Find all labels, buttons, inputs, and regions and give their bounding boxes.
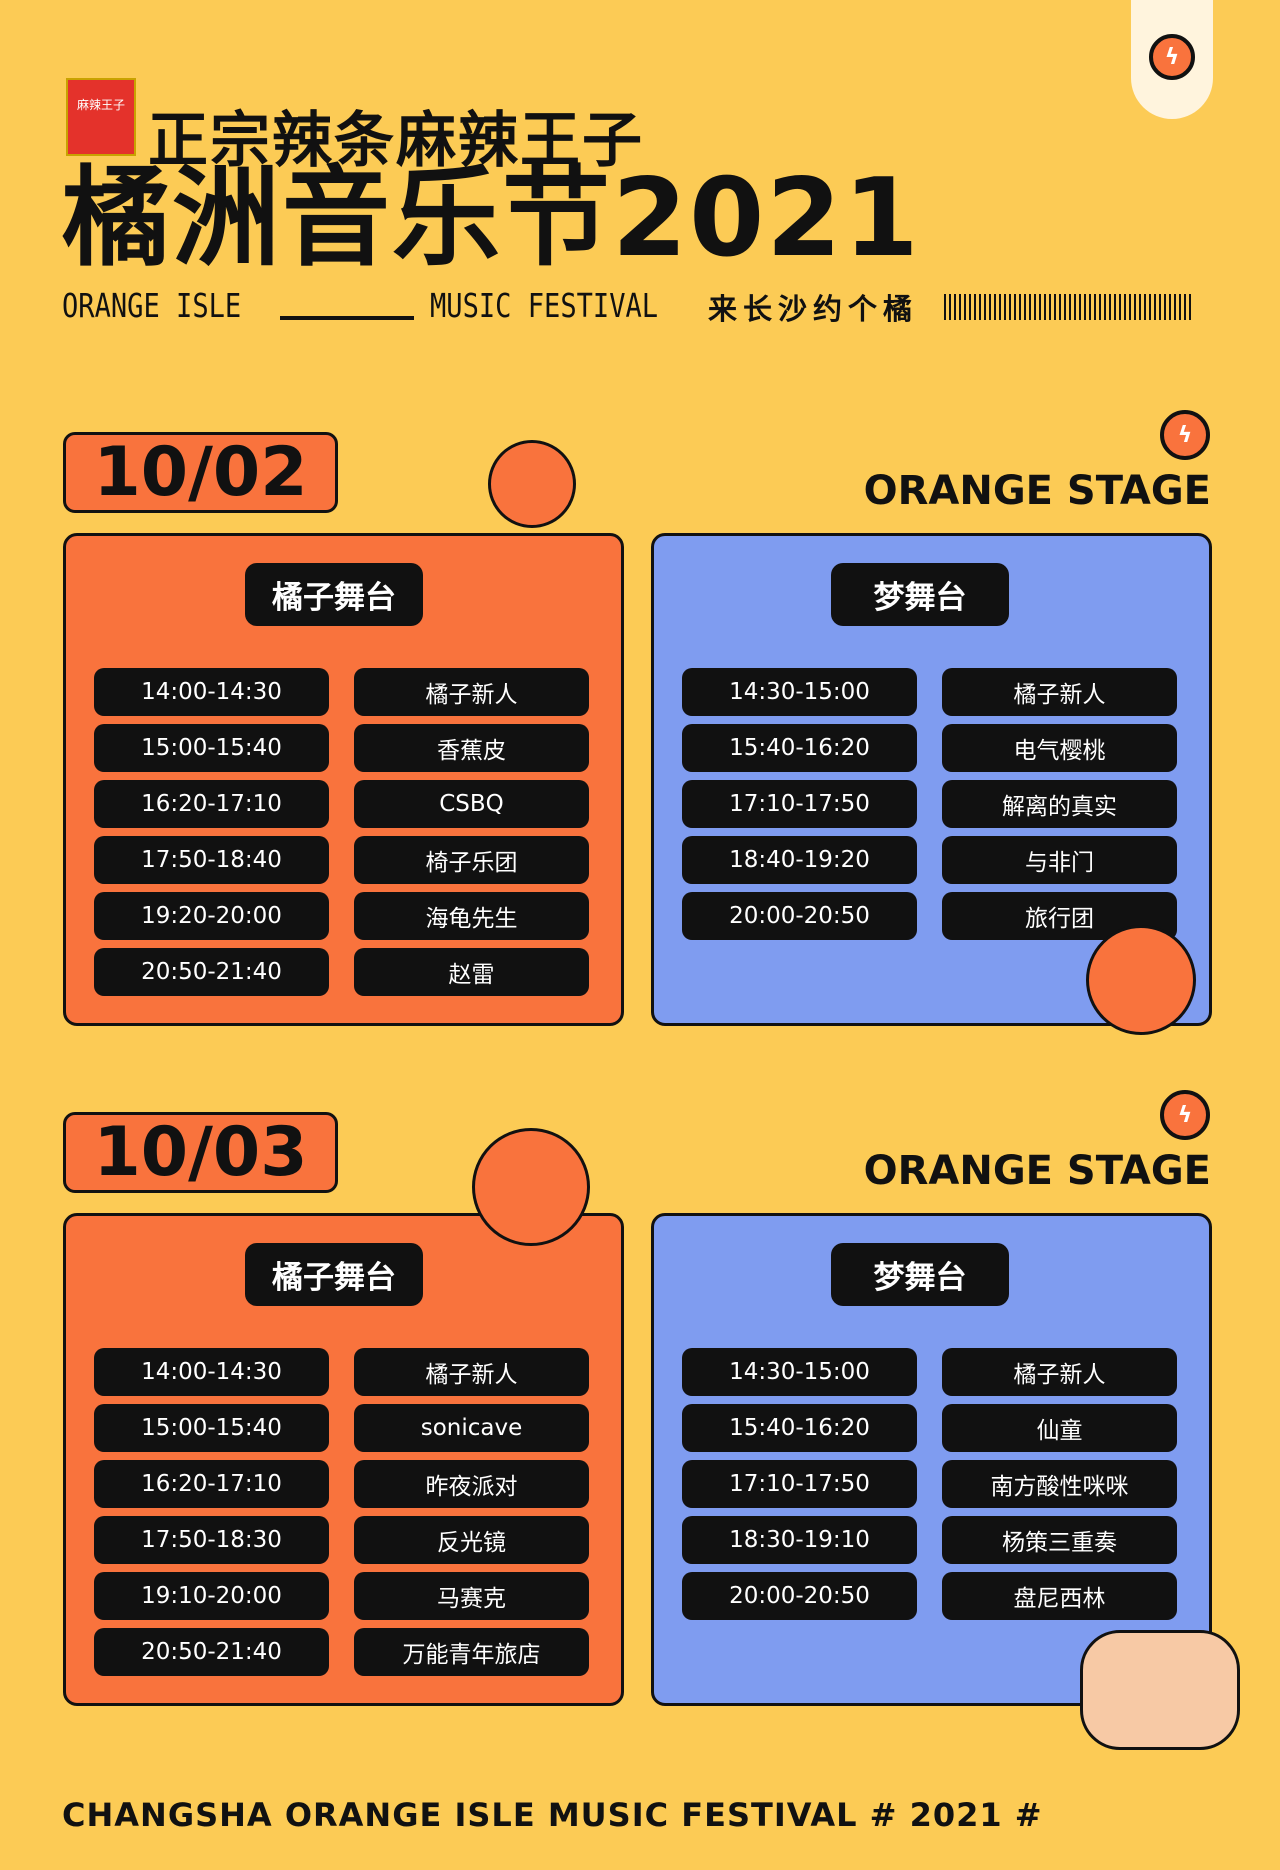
stage-name: 橘子舞台 (245, 1243, 423, 1306)
divider (280, 316, 414, 320)
artist-name: 仙童 (942, 1404, 1177, 1452)
stage-label: ORANGE STAGE (863, 1148, 1211, 1194)
artist-name: 南方酸性咪咪 (942, 1460, 1177, 1508)
artist-name: 海龟先生 (354, 892, 589, 940)
artist-name: 解离的真实 (942, 780, 1177, 828)
stage-name: 梦舞台 (831, 563, 1009, 626)
time-slot: 15:40-16:20 (682, 1404, 917, 1452)
orange-boombox-illustration (1086, 925, 1196, 1035)
soundwave-icon (944, 294, 1194, 320)
stage-name: 梦舞台 (831, 1243, 1009, 1306)
time-slot: 17:50-18:40 (94, 836, 329, 884)
artist-name: 橘子新人 (942, 668, 1177, 716)
time-slot: 20:50-21:40 (94, 1628, 329, 1676)
artist-name: sonicave (354, 1404, 589, 1452)
time-slot: 17:50-18:30 (94, 1516, 329, 1564)
time-slot: 14:30-15:00 (682, 1348, 917, 1396)
time-slot: 16:20-17:10 (94, 780, 329, 828)
orange-bolt-icon: ϟ (1160, 1090, 1210, 1140)
orange-bolt-icon: ϟ (1160, 410, 1210, 460)
time-slot: 18:40-19:20 (682, 836, 917, 884)
date-label: 10/03 (63, 1112, 338, 1193)
time-slot: 19:20-20:00 (94, 892, 329, 940)
time-slot: 18:30-19:10 (682, 1516, 917, 1564)
subtitle-left: ORANGE ISLE (62, 286, 242, 325)
time-slot: 20:00-20:50 (682, 892, 917, 940)
stage-label: ORANGE STAGE (863, 468, 1211, 514)
artist-name: 椅子乐团 (354, 836, 589, 884)
footer-text: CHANGSHA ORANGE ISLE MUSIC FESTIVAL # 20… (62, 1796, 1043, 1834)
sponsor-title: 正宗辣条麻辣王子 (148, 106, 644, 176)
bubble-tea-illustration (1080, 1630, 1240, 1750)
time-slot: 16:20-17:10 (94, 1460, 329, 1508)
orange-bolt-icon: ϟ (1149, 34, 1195, 80)
artist-name: 万能青年旅店 (354, 1628, 589, 1676)
stage-panel: 橘子舞台 14:00-14:30 橘子新人 15:00-15:40 香蕉皮 16:20-1… (63, 533, 624, 1026)
time-slot: 17:10-17:50 (682, 1460, 917, 1508)
artist-name: CSBQ (354, 780, 589, 828)
time-slot: 20:00-20:50 (682, 1572, 917, 1620)
stage-panel: 橘子舞台 14:00-14:30 橘子新人 15:00-15:40 sonicave 16… (63, 1213, 624, 1706)
slogan: 来长沙约个橘 (708, 292, 919, 326)
artist-name: 赵雷 (354, 948, 589, 996)
stage-name: 橘子舞台 (245, 563, 423, 626)
time-slot: 14:00-14:30 (94, 668, 329, 716)
eye-orange-illustration (472, 1128, 590, 1246)
artist-name: 橘子新人 (354, 668, 589, 716)
time-slot: 15:40-16:20 (682, 724, 917, 772)
time-slot: 14:30-15:00 (682, 668, 917, 716)
artist-name: 电气樱桃 (942, 724, 1177, 772)
sponsor-pack-logo: 麻辣王子 (66, 78, 136, 156)
artist-name: 香蕉皮 (354, 724, 589, 772)
time-slot: 15:00-15:40 (94, 724, 329, 772)
artist-name: 杨策三重奏 (942, 1516, 1177, 1564)
artist-name: 反光镜 (354, 1516, 589, 1564)
artist-name: 昨夜派对 (354, 1460, 589, 1508)
artist-name: 马赛克 (354, 1572, 589, 1620)
artist-name: 与非门 (942, 836, 1177, 884)
stage-panel: 梦舞台 14:30-15:00 橘子新人 15:40-16:20 仙童 17:10-17:… (651, 1213, 1212, 1706)
time-slot: 17:10-17:50 (682, 780, 917, 828)
artist-name: 盘尼西林 (942, 1572, 1177, 1620)
artist-name: 橘子新人 (942, 1348, 1177, 1396)
artist-name: 橘子新人 (354, 1348, 589, 1396)
subtitle-right: MUSIC FESTIVAL (430, 286, 659, 325)
time-slot: 15:00-15:40 (94, 1404, 329, 1452)
orange-illustration (488, 440, 576, 528)
date-label: 10/02 (63, 432, 338, 513)
time-slot: 20:50-21:40 (94, 948, 329, 996)
time-slot: 19:10-20:00 (94, 1572, 329, 1620)
logo-badge: ϟ (1131, 0, 1213, 119)
time-slot: 14:00-14:30 (94, 1348, 329, 1396)
festival-title: 橘洲音乐节2021 (62, 156, 921, 281)
stage-panel: 梦舞台 14:30-15:00 橘子新人 15:40-16:20 电气樱桃 17:10-1… (651, 533, 1212, 1026)
